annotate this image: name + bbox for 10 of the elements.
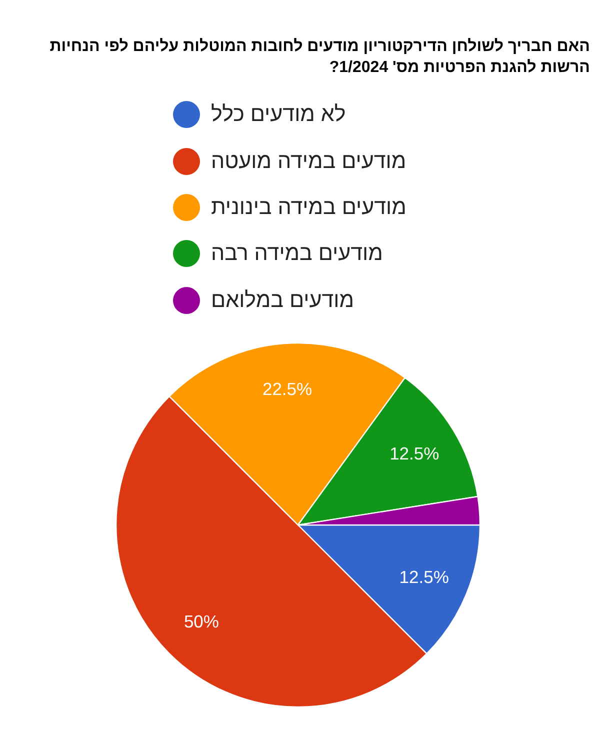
data-label: 12.5% [399, 567, 449, 588]
title: האם חבריך לשולחן הדירקטוריון מודעים לחובות המוטלות עליהם לפי הנחיות הרשות להגנת הפרטיות מס' 1/2024? [48, 37, 590, 78]
data-label: 50% [184, 612, 219, 632]
data-label: 12.5% [390, 444, 440, 464]
legend-label: מודעים במלואם [211, 288, 354, 313]
legend-label: לא מודעים כלל [211, 102, 346, 128]
data-label: 22.5% [262, 378, 312, 399]
legend-label: מודעים במידה רבה [211, 241, 383, 266]
legend-label: מודעים במידה מועטה [211, 148, 406, 174]
legend-label: מודעים במידה בינונית [211, 195, 406, 220]
